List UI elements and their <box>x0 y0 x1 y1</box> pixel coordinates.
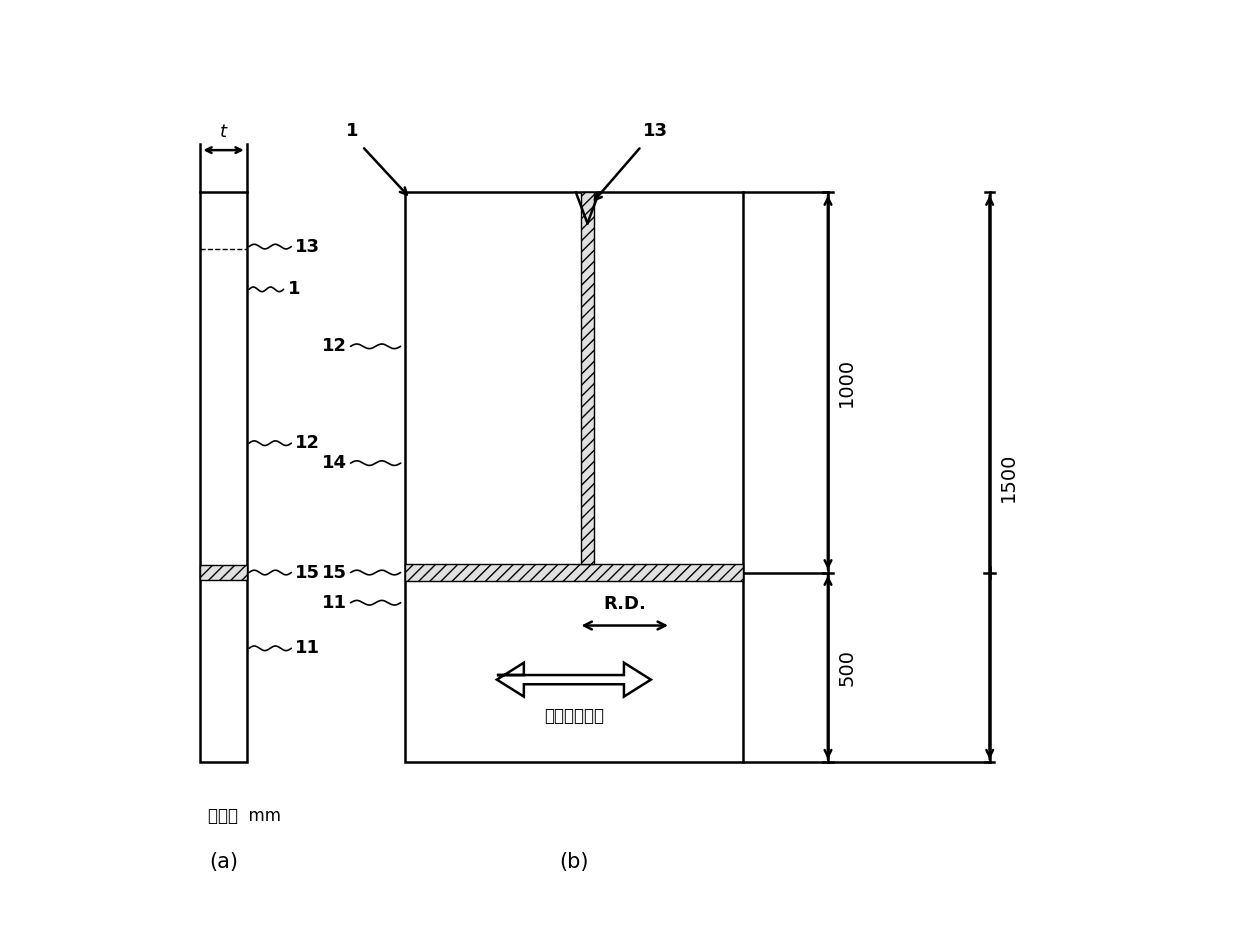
Text: 12: 12 <box>295 434 320 453</box>
Bar <box>404 564 743 581</box>
Text: 荷重负荷方向: 荷重负荷方向 <box>544 706 604 724</box>
Bar <box>580 192 594 564</box>
Text: (b): (b) <box>559 852 589 872</box>
Text: 1500: 1500 <box>999 453 1018 502</box>
Text: 11: 11 <box>295 639 320 657</box>
Text: R.D.: R.D. <box>604 595 646 613</box>
Text: t: t <box>219 123 227 141</box>
Bar <box>201 565 247 580</box>
Text: 12: 12 <box>321 338 347 356</box>
Text: 500: 500 <box>837 649 857 686</box>
Text: 15: 15 <box>321 564 347 582</box>
Text: 13: 13 <box>642 122 668 141</box>
Text: 1: 1 <box>346 122 358 141</box>
Text: (a): (a) <box>210 852 238 872</box>
Text: 11: 11 <box>321 594 347 612</box>
Text: 15: 15 <box>295 564 320 582</box>
Bar <box>201 192 247 762</box>
Text: 单位：  mm: 单位： mm <box>208 807 281 825</box>
Text: 1: 1 <box>288 280 300 298</box>
Bar <box>404 192 743 762</box>
Text: 14: 14 <box>321 455 347 472</box>
Text: 1000: 1000 <box>837 358 857 407</box>
Text: 13: 13 <box>295 238 320 256</box>
Polygon shape <box>497 663 651 697</box>
